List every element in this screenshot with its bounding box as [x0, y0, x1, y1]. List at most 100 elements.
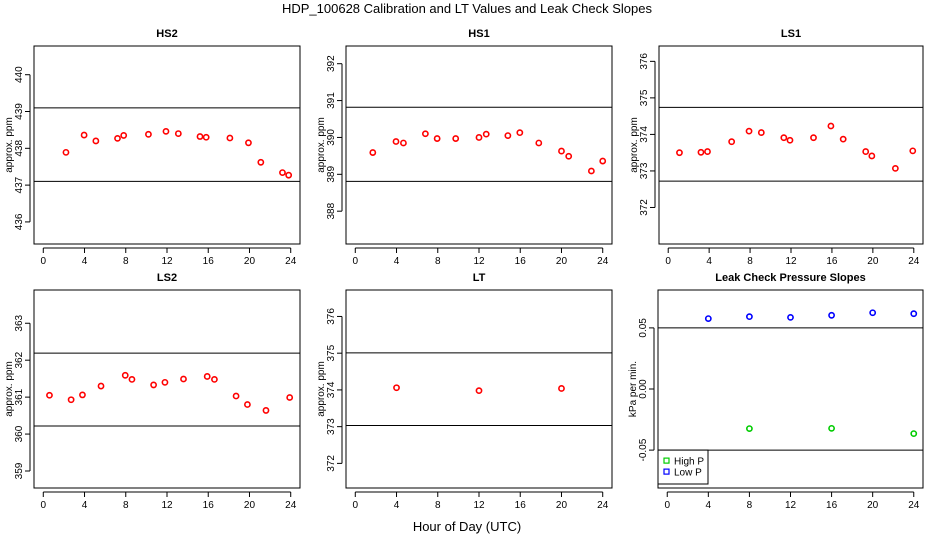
y-tick-label: 375: [326, 344, 337, 361]
data-point: [839, 135, 847, 143]
data-point: [810, 134, 817, 142]
x-tick-label: 0: [40, 500, 46, 511]
data-point: [150, 381, 157, 389]
x-tick-label: 8: [435, 500, 441, 511]
data-point: [910, 430, 918, 438]
legend-label: High P: [674, 457, 704, 468]
y-tick-label: 376: [639, 53, 650, 70]
x-tick-label: 16: [203, 500, 215, 511]
data-point: [565, 152, 573, 160]
x-tick-label: 20: [556, 256, 568, 267]
data-point: [869, 309, 877, 317]
data-point: [392, 138, 400, 145]
x-tick-label: 16: [515, 256, 527, 267]
x-tick-label: 4: [394, 500, 400, 511]
y-tick-label: 392: [326, 55, 337, 72]
x-tick-label: 20: [244, 500, 256, 511]
data-point: [79, 391, 86, 399]
x-tick-label: 20: [867, 256, 879, 267]
x-tick-label: 24: [908, 256, 920, 267]
data-point: [787, 313, 794, 321]
data-point: [786, 136, 794, 144]
data-point: [92, 137, 100, 145]
data-point: [62, 148, 70, 156]
data-point: [746, 425, 753, 432]
y-axis-label: approx. ppm: [4, 361, 15, 417]
panel-title: HS1: [468, 28, 489, 40]
y-tick-label: 0.05: [638, 318, 649, 338]
y-tick-label: 439: [14, 103, 25, 120]
data-point: [97, 382, 105, 390]
panel-title: LS1: [781, 28, 801, 40]
y-tick-label: 361: [14, 388, 25, 405]
y-tick-label: 437: [14, 176, 25, 193]
x-tick-label: 24: [597, 500, 609, 511]
plot-box: [345, 45, 613, 245]
data-point: [891, 164, 899, 172]
x-tick-label: 8: [435, 256, 441, 267]
data-point: [286, 394, 294, 401]
data-point: [558, 385, 565, 392]
x-tick-label: 24: [597, 256, 609, 267]
plot-box: [33, 45, 301, 245]
data-point: [262, 407, 270, 414]
data-point: [196, 133, 204, 140]
data-point: [211, 375, 218, 383]
series-hs2: [62, 127, 293, 179]
x-tick-label: 8: [123, 256, 129, 267]
y-tick-label: 376: [326, 308, 337, 325]
data-point: [535, 139, 543, 147]
data-point: [697, 148, 705, 156]
data-point: [120, 132, 128, 139]
data-point: [244, 401, 251, 408]
data-point: [400, 139, 407, 147]
x-tick-label: 0: [352, 256, 358, 267]
data-point: [128, 375, 136, 383]
data-point: [114, 134, 121, 142]
y-tick-label: 375: [639, 89, 650, 106]
x-tick-label: 0: [664, 500, 670, 511]
data-point: [862, 148, 870, 155]
y-axis-label: approx. ppm: [316, 117, 327, 173]
data-point: [475, 134, 483, 141]
y-tick-label: 360: [14, 425, 25, 442]
data-point: [279, 169, 286, 177]
y-tick-label: 388: [326, 202, 337, 219]
y-tick-label: 440: [14, 66, 25, 83]
legend-swatch: [663, 457, 670, 464]
data-point: [780, 134, 788, 142]
y-tick-label: 373: [639, 162, 650, 179]
y-tick-label: 372: [326, 455, 337, 472]
panel-title: LT: [473, 272, 486, 284]
x-tick-label: 24: [908, 500, 920, 511]
x-tick-label: 16: [203, 256, 215, 267]
x-tick-label: 4: [394, 256, 400, 267]
data-point: [909, 147, 917, 155]
figure-title: HDP_100628 Calibration and LT Values and…: [282, 1, 653, 16]
y-axis-label: approx. ppm: [316, 361, 327, 417]
x-tick-label: 20: [244, 256, 256, 267]
data-point: [393, 384, 400, 392]
data-point: [910, 310, 918, 318]
y-axis-label: approx. ppm: [629, 117, 640, 173]
series-ls1: [676, 122, 917, 172]
data-point: [285, 171, 293, 179]
y-tick-label: 374: [326, 381, 337, 398]
series-lt: [393, 384, 565, 395]
data-point: [745, 127, 753, 135]
data-point: [599, 157, 607, 165]
plot-box: [33, 289, 301, 489]
y-tick-label: 372: [639, 199, 650, 216]
data-point: [46, 391, 53, 399]
y-tick-label: 391: [326, 92, 337, 109]
data-point: [452, 135, 460, 142]
y-tick-label: 0.00: [638, 379, 649, 399]
panel-lt: LT 0 4 8 12 16 20 24 372 373 374 375 376 approx. ppm: [316, 272, 613, 511]
x-tick-label: 16: [826, 500, 838, 511]
x-tick-label: 4: [706, 256, 712, 267]
x-tick-label: 4: [82, 500, 88, 511]
data-point: [516, 129, 524, 137]
